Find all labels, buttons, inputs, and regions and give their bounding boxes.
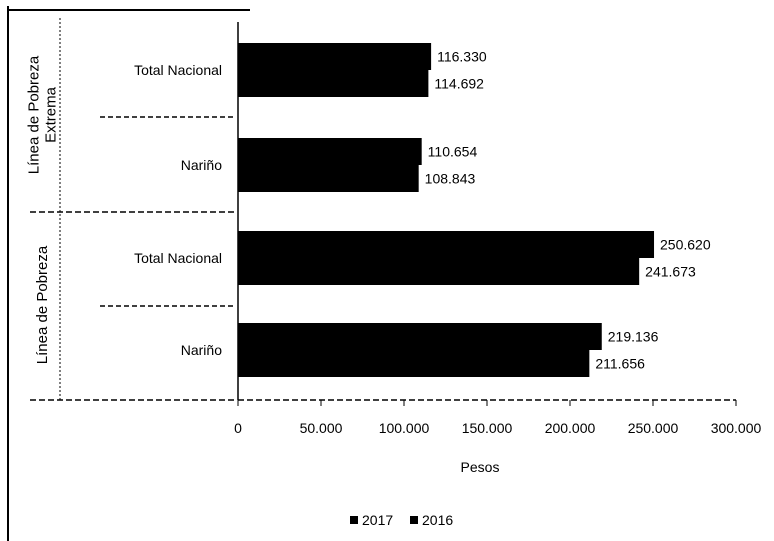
x-tick-label-5: 250.000 — [628, 420, 679, 436]
bar-2016-3 — [238, 350, 590, 377]
group-label-0: Línea de Pobreza Extrema — [26, 55, 60, 174]
bar-2016-1 — [238, 165, 419, 192]
x-tick-label-6: 300.000 — [711, 420, 762, 436]
bar-2017-0 — [238, 43, 432, 70]
group-label-1: Línea de Pobreza — [34, 245, 51, 364]
legend-swatch-2016 — [410, 516, 418, 524]
bar-2017-3 — [238, 323, 602, 350]
category-label-0: Total Nacional — [134, 62, 222, 78]
x-tick-label-2: 100.000 — [379, 420, 430, 436]
value-label-2016-1: 108.843 — [425, 171, 476, 187]
x-axis-title: Pesos — [461, 459, 500, 475]
legend-label-2016: 2016 — [422, 512, 453, 528]
legend: 2017 2016 — [350, 512, 453, 528]
legend-label-2017: 2017 — [362, 512, 393, 528]
x-tick-label-0: 0 — [234, 420, 242, 436]
value-label-2017-3: 219.136 — [608, 329, 659, 345]
group-label-line: Línea de Pobreza — [34, 245, 51, 364]
x-tick-label-4: 200.000 — [545, 420, 596, 436]
bar-2017-2 — [238, 231, 655, 258]
bars — [238, 43, 655, 377]
value-label-2016-2: 241.673 — [645, 264, 696, 280]
value-label-2017-1: 110.654 — [428, 144, 478, 160]
value-label-2017-0: 116.330 — [437, 49, 487, 65]
category-label-1: Nariño — [181, 157, 222, 173]
category-label-2: Total Nacional — [134, 250, 222, 266]
group-label-line: Línea de Pobreza — [26, 55, 43, 174]
value-label-2017-2: 250.620 — [660, 237, 711, 253]
axes: 0 50.000 100.000 150.000 200.000 250.000 300.0… — [234, 22, 762, 436]
group-label-line: Extrema — [43, 86, 60, 143]
bar-2016-0 — [238, 70, 429, 97]
x-tick-label-1: 50.000 — [300, 420, 343, 436]
x-tick-label-3: 150.000 — [462, 420, 513, 436]
bar-2017-1 — [238, 138, 422, 165]
value-labels: 116.330 114.692 110.654 108.843 250.620 241.6… — [425, 49, 711, 372]
bar-2016-2 — [238, 258, 640, 285]
category-labels: Total Nacional Nariño Total Nacional Nariño — [134, 62, 222, 358]
value-label-2016-0: 114.692 — [434, 76, 484, 92]
value-label-2016-3: 211.656 — [595, 356, 645, 372]
category-label-3: Nariño — [181, 342, 222, 358]
chart-frame — [7, 6, 250, 541]
legend-swatch-2017 — [350, 516, 358, 524]
